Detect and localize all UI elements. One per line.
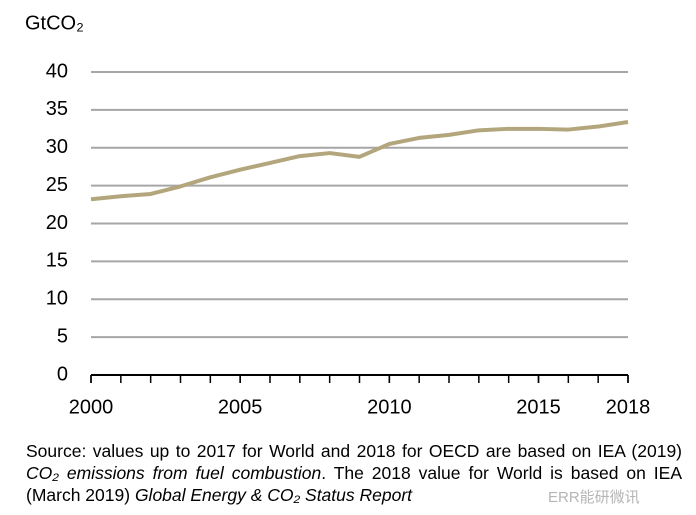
y-tick-label: 40	[46, 60, 68, 82]
data-line	[90, 120, 629, 202]
chart: GtCO₂ 0 5 10 15 20 25 30 35 40 2000 2005 2010 2015 20…	[25, 12, 651, 418]
y-tick-label: 0	[57, 363, 68, 385]
x-tick-label: 2018	[606, 396, 651, 418]
x-tick-label: 2005	[218, 396, 263, 418]
y-tick-label: 35	[46, 98, 68, 120]
y-tick-label: 30	[46, 136, 68, 158]
y-axis-label: GtCO₂	[25, 12, 84, 34]
x-tick-label: 2010	[367, 396, 412, 418]
y-tick-label: 10	[46, 288, 68, 310]
note-text: Source: values up to 2017 for World and …	[26, 441, 682, 461]
source-note: Source: values up to 2017 for World and …	[26, 440, 682, 506]
x-tick-label: 2015	[516, 396, 561, 418]
y-tick-label: 25	[46, 174, 68, 196]
note-text: CO₂ emissions from fuel combustion	[26, 463, 322, 483]
y-tick-label: 5	[57, 325, 68, 347]
note-text: . The 2018 value for World is based on I…	[26, 463, 682, 505]
x-tick-label: 2000	[69, 396, 114, 418]
y-tick-label: 15	[46, 250, 68, 272]
y-tick-label: 20	[46, 212, 68, 234]
watermark: ERR能研微讯	[548, 489, 640, 506]
note-text: Global Energy & CO₂ Status Report	[134, 485, 413, 505]
